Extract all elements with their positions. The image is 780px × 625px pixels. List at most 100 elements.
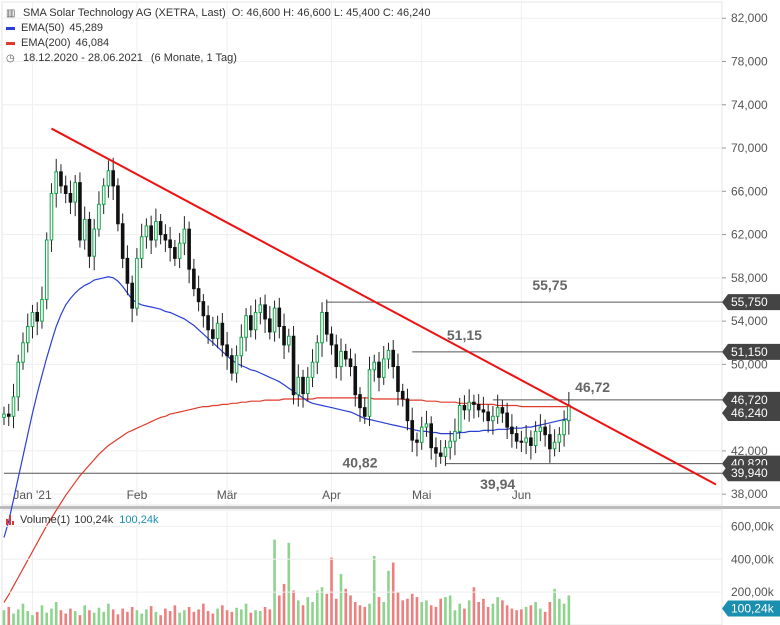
volume-bar [31,615,34,625]
candle [296,364,301,407]
volume-tick-label: 600,00k [731,519,775,533]
volume-bar [296,600,300,625]
candle-body [101,185,106,205]
candle-body [234,355,239,374]
volume-bar [543,611,547,625]
candle [381,345,386,385]
volume-bar [173,605,177,625]
candle [158,214,163,245]
volume-bar [54,602,58,625]
level-badge-bg [722,294,780,311]
candle [25,313,30,353]
candle [514,426,519,449]
volume-bar [339,574,343,625]
candle-body [106,170,111,187]
volume-bar [562,603,566,625]
candle [258,297,263,325]
candle-body [291,335,296,396]
volume-bar [249,612,253,625]
candle-body [286,335,291,346]
range-row: ◷ 18.12.2020 - 28.06.2021 (6 Monate, 1 T… [6,51,431,66]
candle [263,294,267,334]
volume-bar [187,606,191,625]
candle-body [562,420,566,436]
candle-body [543,426,547,436]
candle [92,218,96,271]
candle-body [548,434,552,450]
volume-bar [434,606,438,625]
candle [524,424,528,455]
volume-bar [429,605,433,625]
candle-body [158,221,163,236]
candle-body [538,426,543,432]
candle [230,348,234,381]
candle-body [272,307,277,333]
volume-bar [453,610,457,625]
volume-bar [135,610,139,625]
volume-bar [482,598,485,625]
level-label: 51,15 [447,327,482,343]
candle [177,232,182,269]
candle [54,158,59,208]
candle [130,275,134,323]
candle [434,437,438,468]
candle [154,208,158,248]
volume-bar [183,610,186,625]
candle [396,353,400,406]
candle-body [211,329,215,339]
candle [415,432,419,457]
volume-bar [444,597,447,625]
candle [320,302,324,357]
volume-bar [126,611,129,625]
candle-body [92,228,96,257]
candle [268,305,272,340]
candle-body [476,403,481,411]
candle-body [268,318,272,333]
level-badge: 46,720 [731,393,768,407]
candle-body [73,182,78,203]
volume-bar [315,590,319,625]
candle-body [519,440,524,443]
candle-body [135,257,139,309]
candle [486,404,490,433]
volume-badge-bg [722,600,780,617]
candle-body [2,413,6,418]
volume-bar [553,588,556,625]
candle-body [552,441,557,450]
candle [301,369,305,408]
candle [552,429,557,457]
volume-bar [145,609,148,625]
volume-bar [211,613,215,625]
volume-bar [78,615,82,625]
candle-body [434,447,438,454]
ohlc-values: O: 46,600 H: 46,600 L: 45,400 C: 46,240 [231,7,431,19]
candle-body [82,218,87,241]
candle [453,418,457,456]
candle-body [429,423,434,449]
candle-body [467,401,471,411]
candle [353,353,358,407]
candle [116,178,120,232]
volume-bar [64,613,68,625]
volume-bar [235,607,238,625]
x-tick-label: Feb [127,488,148,502]
x-tick-label: Mär [217,488,238,502]
candle [315,335,320,375]
candle [372,354,377,382]
volume-bar [477,602,480,625]
y-tick-label: 62,000 [731,228,768,242]
candle [429,416,434,460]
volume-value: 100,24k [74,514,114,526]
candle-body [424,423,429,428]
volume-bar [164,608,167,625]
volume-bar [558,598,561,625]
volume-bar [287,542,291,625]
candle [310,349,315,388]
volume-bar [69,608,72,625]
candle-body [557,434,562,443]
candle-body [453,430,457,442]
volume-legend: Volume(1) 100,24k 100,24k [6,514,158,526]
candle [97,191,101,237]
candle [448,430,452,460]
